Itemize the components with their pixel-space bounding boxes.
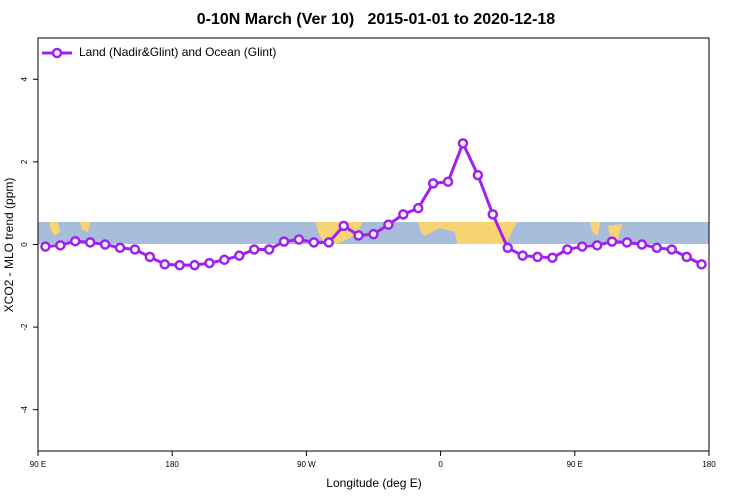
x-tick-label: 90 W [297, 460, 316, 469]
data-point [606, 236, 618, 247]
data-point [398, 209, 409, 220]
data-point [517, 250, 528, 261]
y-tick-label: -4 [20, 406, 29, 414]
data-point [591, 240, 603, 251]
y-tick-label: 4 [20, 77, 29, 82]
x-axis-label: Longitude (deg E) [326, 476, 421, 490]
data-point [621, 237, 633, 248]
data-point [308, 237, 320, 248]
data-point [353, 230, 364, 241]
data-point [293, 234, 305, 245]
data-point [248, 244, 260, 255]
data-point [129, 244, 141, 255]
data-point [666, 244, 677, 255]
x-tick-label: 90 E [567, 460, 583, 469]
x-tick-label: 180 [166, 460, 180, 469]
y-tick-label: 0 [20, 242, 29, 247]
data-point [442, 176, 454, 187]
data-point [338, 220, 349, 232]
data-point [219, 254, 230, 266]
data-point [487, 209, 499, 220]
x-tick-label: 0 [438, 460, 443, 469]
data-point [70, 235, 81, 247]
data-point [412, 202, 424, 214]
data-point [547, 252, 558, 263]
data-point [144, 251, 156, 263]
y-axis-label: XCO2 - MLO trend (ppm) [2, 178, 16, 313]
data-point [189, 259, 200, 271]
data-point [84, 237, 96, 248]
data-point [532, 251, 543, 263]
data-point [234, 250, 245, 261]
data-point [562, 244, 573, 255]
data-point [263, 244, 275, 255]
series-line [45, 139, 703, 267]
legend-label: Land (Nadir&Glint) and Ocean (Glint) [79, 45, 276, 59]
data-point [696, 259, 707, 270]
data-point [383, 219, 394, 230]
data-point [427, 178, 439, 189]
data-point [114, 242, 126, 254]
data-point [636, 239, 648, 250]
data-point [502, 242, 513, 254]
data-point [40, 241, 51, 252]
data-point [457, 138, 469, 149]
x-tick-label: 180 [702, 460, 716, 469]
y-tick-label: 2 [20, 159, 29, 164]
data-point [159, 259, 170, 270]
data-point [55, 240, 66, 251]
data-point [577, 241, 588, 252]
data-point [323, 237, 335, 248]
data-point [651, 242, 663, 254]
data-point [368, 228, 379, 240]
data-point [472, 169, 484, 181]
data-point [278, 236, 290, 247]
legend-marker [51, 47, 63, 59]
data-point [681, 251, 692, 263]
y-tick-label: -2 [20, 323, 29, 331]
data-point [99, 239, 111, 250]
chart-title: 0-10N March (Ver 10) 2015-01-01 to 2020-… [197, 11, 556, 28]
x-tick-label: 90 E [30, 460, 46, 469]
data-point [174, 259, 185, 271]
data-point [204, 257, 215, 269]
